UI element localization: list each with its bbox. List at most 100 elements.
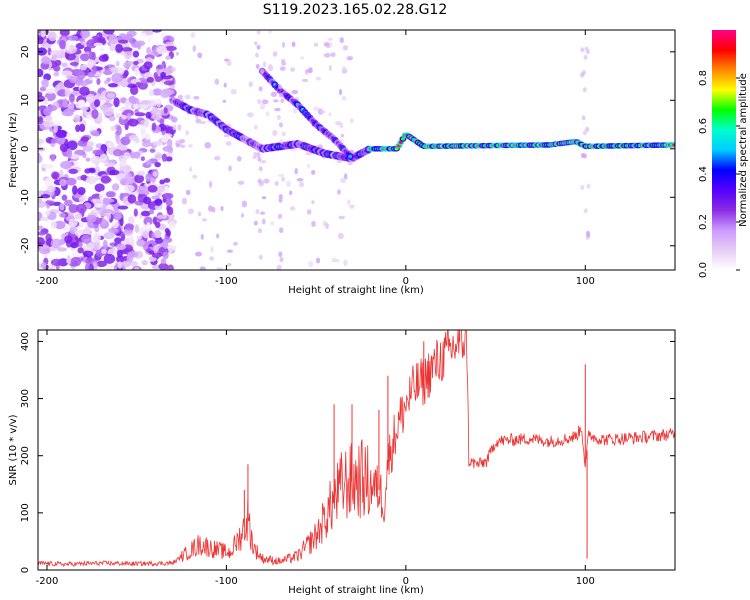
heatmap-cell [228,165,232,172]
heatmap-cell [197,211,202,217]
heatmap-cell [278,213,283,219]
heatmap-cell [99,104,109,111]
heatmap-cell [48,265,55,270]
heatmap-cell [97,112,103,122]
heatmap-cell [57,247,68,252]
heatmap-cell [163,107,168,114]
heatmap-cell [313,42,319,47]
heatmap-cell [50,138,58,144]
heatmap-cell [236,155,242,162]
heatmap-cell [281,131,286,137]
heatmap-cell [38,115,44,125]
heatmap-cell [86,141,95,147]
heatmap-cell [334,259,340,263]
heatmap-cell [165,156,173,162]
heatmap-cell [135,124,146,130]
heatmap-cell [216,233,220,239]
heatmap-cell [98,95,105,101]
heatmap-cell [298,181,305,188]
heatmap-cell [135,81,141,88]
heatmap-cell [164,133,173,138]
heatmap-cell [153,245,159,254]
heatmap-cell [53,71,60,77]
heatmap-cell [223,134,230,138]
heatmap-cell [272,51,278,57]
heatmap-cell [286,180,291,188]
heatmap-cell [162,145,174,152]
heatmap-cell [185,189,191,196]
colorbar-tick-label: 0.0 [698,262,709,278]
heatmap-cell [151,30,163,33]
heatmap-cell [140,156,146,162]
heatmap-cell [154,230,162,238]
heatmap-cell [580,184,585,190]
heatmap-cell [69,61,79,66]
heatmap-cell [140,32,147,39]
heatmap-cell [60,70,73,77]
heatmap-cell [66,140,78,151]
heatmap-cell [38,262,42,269]
heatmap-cell [115,43,123,53]
heatmap-cell [188,166,193,172]
snr-frame [37,329,676,571]
snr-x-tick-label: -100 [215,576,238,587]
heatmap-cell [160,71,166,78]
heatmap-cell [340,133,345,138]
heatmap-cell [65,177,77,186]
heatmap-cell [226,262,232,267]
heatmap-cell [170,116,178,123]
heatmap-cell [64,235,73,244]
heatmap-cell [124,223,135,231]
heatmap-cell [254,41,258,46]
heatmap-cell [132,103,143,109]
heatmap-cell [165,198,173,207]
heatmap-cell [96,78,101,86]
snr-line-series [38,330,675,568]
heatmap-cell [187,208,194,215]
heatmap-cell [64,199,73,207]
heatmap-cell [330,52,336,57]
heatmap-cell [85,176,98,185]
heatmap-cell [255,209,260,215]
heatmap-cell [337,232,344,240]
heatmap-cell [143,118,150,128]
heatmap-cell [306,69,311,73]
heatmap-cell [129,261,138,267]
heatmap-cell [38,196,43,204]
spectrogram-x-tick-label: 100 [576,276,595,287]
heatmap-cell [127,118,139,127]
heatmap-cell [274,107,281,112]
heatmap-cell [47,185,56,193]
heatmap-cell [41,56,51,65]
heatmap-cell [237,180,245,185]
heatmap-cell [68,204,79,213]
heatmap-cell [328,65,332,72]
heatmap-cell [97,36,106,43]
heatmap-cell [141,141,152,148]
heatmap-cell [80,30,91,39]
heatmap-cell [177,94,184,100]
heatmap-cell [152,88,163,96]
spectrogram-y-tick-label: 10 [20,94,31,107]
heatmap-cell [94,183,105,192]
heatmap-cell [78,37,85,42]
heatmap-cell [184,94,191,100]
heatmap-cell [68,218,78,228]
heatmap-cell [261,99,269,105]
heatmap-cell [105,262,113,270]
heatmap-cell [267,64,274,72]
heatmap-cell [163,185,169,194]
heatmap-cell [262,61,267,68]
heatmap-cell [349,118,354,124]
heatmap-cell [398,140,403,144]
heatmap-cell [71,250,80,257]
heatmap-cell [90,155,102,165]
snr-y-tick-label: 200 [20,446,31,465]
heatmap-cell [163,80,175,86]
heatmap-cell [214,156,221,161]
heatmap-cell [220,206,224,211]
heatmap-cell [86,39,98,49]
heatmap-cell [195,251,202,257]
heatmap-cell [79,123,86,133]
